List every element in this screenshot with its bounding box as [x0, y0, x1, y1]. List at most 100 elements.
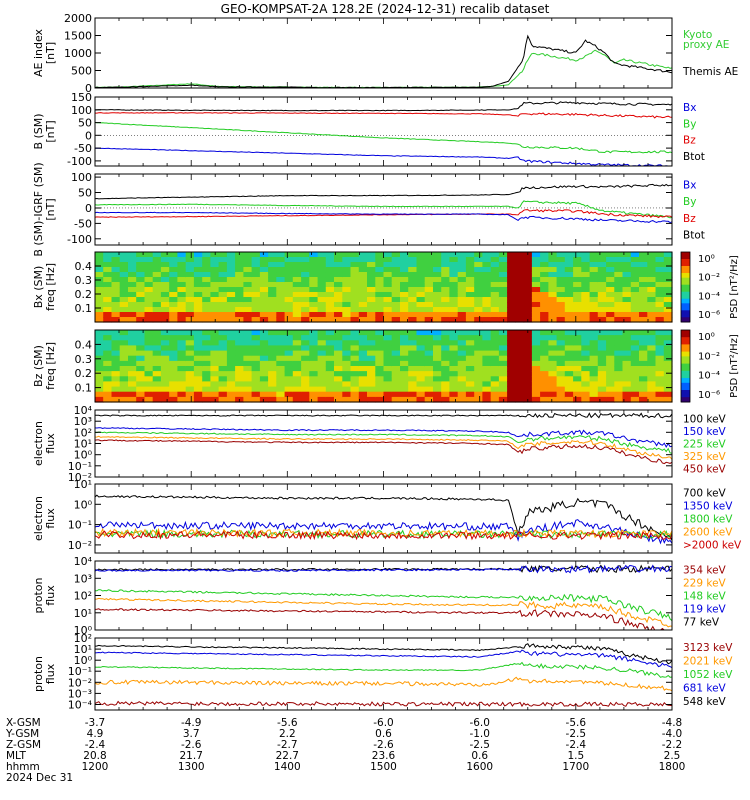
spectrogram-cell [119, 307, 129, 313]
spectrogram-cell [490, 262, 500, 268]
spectrogram-cell [128, 317, 137, 323]
spectrogram-cell [292, 345, 302, 352]
y-axis-label: B (SM)-IGRF (SM) [32, 162, 45, 256]
spectrogram-cell [243, 267, 253, 273]
spectrogram-cell [226, 330, 236, 336]
spectrogram-cell [556, 292, 566, 298]
spectrogram-cell [416, 391, 426, 398]
spectrogram-cell [647, 312, 657, 318]
spectrogram-cell [375, 262, 385, 268]
spectrogram-cell [663, 262, 673, 268]
y-tick-label: 10³ [74, 415, 92, 428]
spectrogram-cell [383, 257, 393, 263]
x-tick-label: 1800 [659, 761, 686, 773]
spectrogram-cell [614, 345, 624, 352]
spectrogram-cell [498, 396, 508, 403]
spectrogram-cell [243, 355, 253, 362]
spectrogram-cell [226, 282, 236, 288]
spectrogram-cell [103, 282, 112, 288]
spectrogram-cell [128, 350, 137, 357]
spectrogram-cell [144, 262, 154, 268]
spectrogram-cell [474, 317, 483, 323]
spectrogram-cell [292, 340, 302, 346]
spectrogram-cell [160, 302, 170, 308]
spectrogram-cell [490, 282, 500, 288]
spectrogram-cell [325, 282, 335, 288]
spectrogram-cell [193, 292, 203, 298]
spectrogram-cell [301, 345, 310, 352]
spectrogram-cell [367, 381, 376, 388]
spectrogram-cell [103, 277, 112, 283]
spectrogram-cell [226, 340, 236, 346]
spectrogram-cell [284, 386, 294, 393]
spectrogram-cell [160, 350, 170, 357]
spectrogram-cell [622, 355, 632, 362]
spectrogram-cell [630, 312, 640, 318]
spectrogram-cell [531, 345, 541, 352]
spectrogram-cell [498, 391, 508, 398]
spectrogram-cell [465, 282, 475, 288]
spectrogram-cell [400, 297, 409, 303]
spectrogram-cell [317, 267, 327, 273]
spectrogram-cell [128, 335, 137, 341]
spectrogram-cell [498, 330, 508, 336]
spectrogram-cell [317, 312, 327, 318]
spectrogram-cell [383, 350, 393, 357]
spectrogram-cell [226, 396, 236, 403]
spectrogram-cell [408, 297, 417, 303]
spectrogram-cell [375, 360, 385, 367]
spectrogram-cell [622, 282, 632, 288]
spectrogram-cell [350, 267, 360, 273]
spectrogram-cell [218, 257, 228, 263]
spectrogram-cell [342, 287, 352, 293]
spectrogram-cell [243, 345, 253, 352]
spectrogram-cell [152, 396, 162, 403]
spectrogram-cell [226, 381, 236, 388]
spectrogram-cell [507, 277, 516, 283]
spectrogram-cell [647, 292, 657, 298]
spectrogram-cell [433, 391, 442, 398]
spectrogram-cell [342, 317, 352, 323]
spectrogram-cell [95, 360, 104, 367]
spectrogram-cell [136, 297, 145, 303]
spectrogram-cell [482, 396, 492, 403]
x-tick-label: -1.0 [469, 728, 490, 740]
spectrogram-cell [606, 252, 615, 258]
spectrogram-cell [251, 345, 261, 352]
spectrogram-cell [243, 317, 253, 323]
spectrogram-cell [548, 391, 558, 398]
spectrogram-cell [268, 366, 277, 372]
spectrogram-cell [177, 340, 187, 346]
spectrogram-cell [663, 282, 673, 288]
spectrogram-cell [251, 257, 261, 263]
spectrogram-cell [449, 277, 459, 283]
spectrogram-cell [639, 307, 648, 313]
spectrogram-cell [400, 350, 409, 357]
legend-entry: Bx [683, 102, 696, 114]
spectrogram-cell [375, 340, 385, 346]
spectrogram-cell [391, 267, 401, 273]
spectrogram-cell [531, 292, 541, 298]
legend-entry: proxy AE [683, 39, 729, 51]
x-tick-label: -2.7 [277, 739, 298, 751]
spectrogram-cell [218, 391, 228, 398]
spectrogram-cell [177, 252, 187, 258]
spectrogram-cell [177, 292, 187, 298]
spectrogram-cell [523, 345, 533, 352]
spectrogram-cell [391, 287, 401, 293]
spectrogram-cell [441, 381, 450, 388]
spectrogram-cell [564, 307, 574, 313]
spectrogram-cell [144, 345, 154, 352]
spectrogram-cell [597, 345, 607, 352]
spectrogram-cell [400, 355, 409, 362]
spectrogram-cell [218, 350, 228, 357]
spectrogram-cell [309, 350, 319, 357]
legend-entry: 1800 keV [683, 514, 733, 526]
spectrogram-cell [556, 340, 566, 346]
y-axis-label: electron [32, 421, 45, 466]
spectrogram-cell [276, 366, 286, 372]
spectrogram-cell [284, 360, 294, 367]
spectrogram-cell [292, 297, 302, 303]
spectrogram-cell [655, 330, 665, 336]
spectrogram-cell [556, 297, 566, 303]
